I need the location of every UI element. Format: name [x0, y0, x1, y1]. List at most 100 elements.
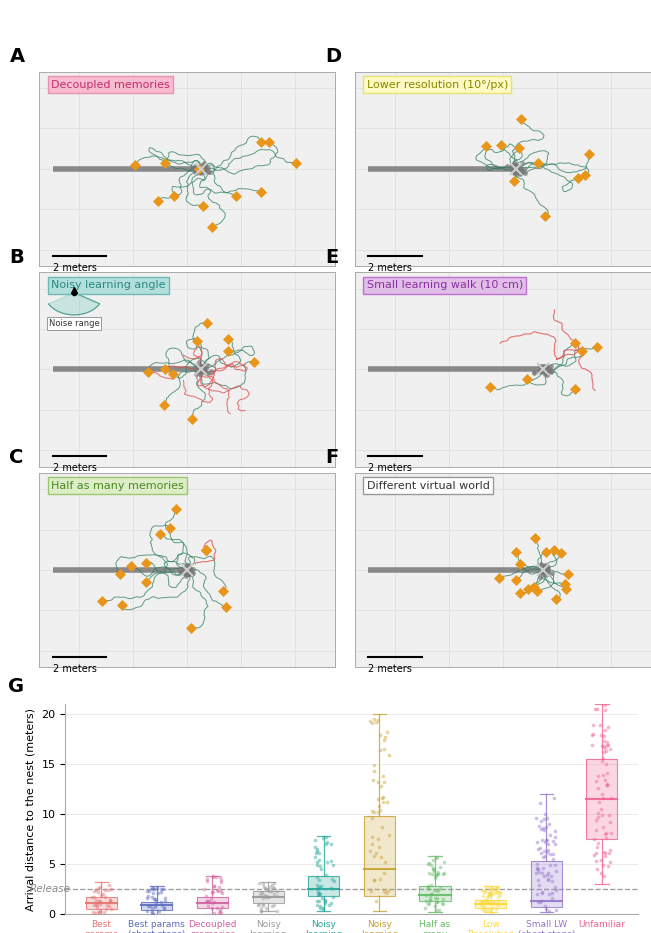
- Point: [538, 364, 548, 379]
- Point: [154, 903, 164, 918]
- Text: Decoupled memories: Decoupled memories: [51, 79, 170, 90]
- Point: [538, 562, 548, 577]
- Point: [511, 161, 521, 176]
- Point: [502, 158, 512, 173]
- Point: [314, 881, 324, 896]
- Point: [373, 799, 383, 814]
- Point: [534, 818, 544, 833]
- Point: [318, 830, 328, 845]
- Point: [156, 895, 166, 910]
- Bar: [86, 898, 117, 910]
- Point: [542, 844, 552, 859]
- Point: [549, 880, 560, 895]
- Point: [536, 361, 547, 376]
- Point: [143, 889, 154, 904]
- Point: [196, 359, 206, 374]
- Point: [380, 729, 390, 744]
- Point: [262, 882, 273, 897]
- Point: [538, 362, 548, 377]
- Point: [314, 886, 324, 901]
- Point: [546, 869, 557, 884]
- Point: [184, 563, 194, 578]
- Point: [212, 883, 223, 898]
- Point: [366, 884, 376, 898]
- Text: E: E: [326, 247, 339, 267]
- Point: [96, 888, 107, 903]
- Point: [538, 563, 549, 578]
- Bar: [308, 876, 339, 897]
- Point: [208, 870, 219, 884]
- Point: [424, 896, 434, 911]
- Point: [545, 857, 555, 872]
- Point: [519, 161, 529, 176]
- Point: [536, 814, 546, 829]
- Point: [537, 564, 547, 579]
- Point: [537, 564, 547, 579]
- Point: [540, 365, 550, 380]
- Point: [432, 895, 443, 910]
- Point: [600, 757, 611, 772]
- Point: [365, 714, 376, 729]
- Point: [542, 872, 553, 887]
- Point: [510, 161, 521, 176]
- Point: [602, 776, 613, 791]
- Point: [605, 815, 615, 830]
- Point: [538, 559, 549, 574]
- Point: [379, 774, 389, 789]
- Point: [199, 361, 210, 376]
- Point: [512, 160, 523, 175]
- Point: [492, 884, 503, 898]
- Point: [605, 842, 615, 857]
- Point: [548, 846, 559, 861]
- Point: [426, 878, 436, 893]
- Point: [175, 564, 186, 579]
- Point: [368, 848, 379, 863]
- Text: B: B: [9, 247, 24, 267]
- Point: [143, 898, 153, 913]
- Point: [537, 833, 547, 848]
- Point: [492, 879, 503, 894]
- Point: [159, 900, 169, 915]
- Point: [600, 849, 611, 864]
- Point: [370, 894, 381, 909]
- Point: [182, 563, 192, 578]
- Point: [594, 717, 605, 732]
- Point: [320, 892, 330, 907]
- Point: [102, 898, 112, 912]
- Point: [536, 363, 547, 378]
- Point: [592, 861, 602, 876]
- Point: [269, 887, 279, 902]
- Point: [540, 834, 550, 849]
- Point: [431, 851, 441, 866]
- Point: [485, 896, 495, 911]
- Point: [322, 855, 333, 870]
- Point: [208, 878, 219, 893]
- Point: [217, 885, 227, 900]
- Point: [384, 747, 395, 762]
- Point: [198, 365, 208, 380]
- Point: [538, 362, 548, 377]
- Point: [320, 829, 331, 844]
- Point: [186, 566, 196, 581]
- Point: [195, 161, 206, 176]
- Text: 2 meters: 2 meters: [368, 664, 412, 674]
- Point: [540, 849, 550, 864]
- Point: [543, 561, 553, 576]
- Point: [205, 364, 215, 379]
- Point: [592, 769, 603, 784]
- Point: [186, 563, 196, 578]
- Point: [543, 842, 553, 857]
- Bar: [475, 900, 506, 909]
- Point: [195, 360, 206, 375]
- Point: [328, 889, 339, 904]
- Point: [378, 769, 388, 784]
- Point: [191, 160, 201, 174]
- Point: [253, 898, 264, 912]
- Point: [536, 822, 546, 837]
- Point: [208, 884, 219, 899]
- Point: [512, 160, 523, 174]
- Point: [541, 819, 551, 834]
- Point: [538, 362, 549, 377]
- Point: [195, 362, 206, 377]
- Point: [480, 880, 491, 895]
